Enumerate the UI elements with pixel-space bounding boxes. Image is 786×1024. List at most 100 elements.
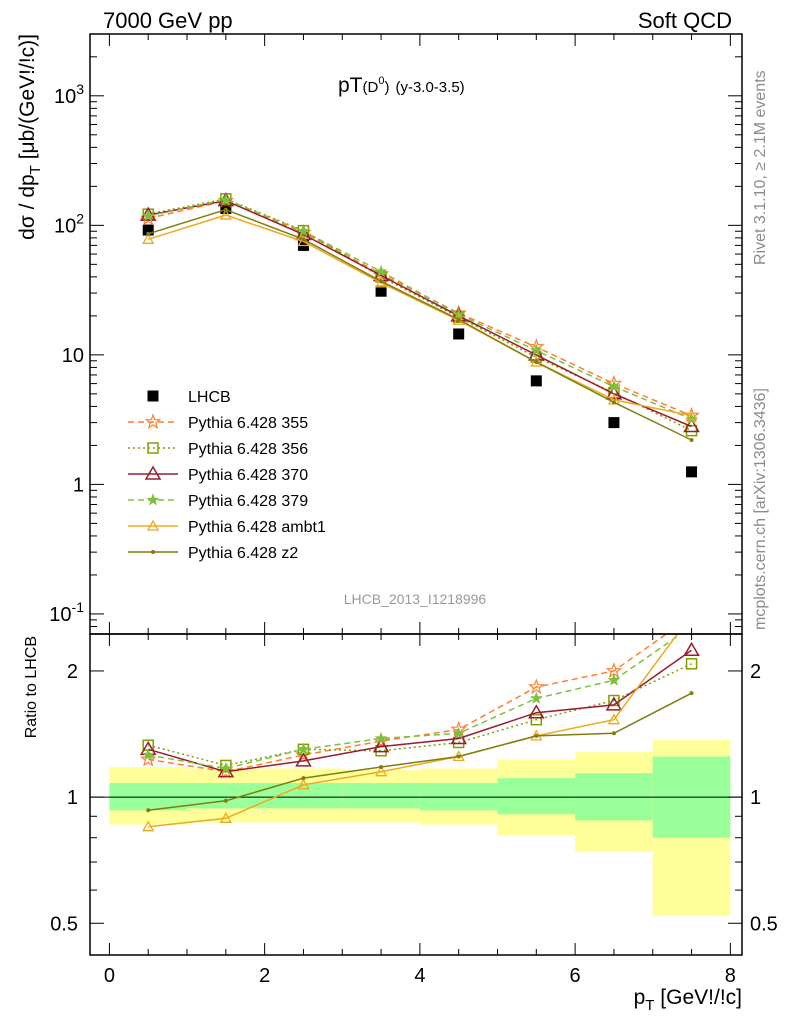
ratio-frame xyxy=(89,633,743,956)
data-point xyxy=(611,400,616,405)
main-frame xyxy=(89,33,743,635)
ratio-data-point xyxy=(605,696,623,711)
y-axis-label: dσ / dpT [μb/(GeV!/!c)] xyxy=(16,34,44,240)
series-line xyxy=(147,208,692,441)
legend-label: Pythia 6.428 356 xyxy=(188,441,308,458)
legend-label: Pythia 6.428 z2 xyxy=(188,545,298,562)
legend-item: Pythia 6.428 355 xyxy=(128,413,308,432)
ratio-data-point xyxy=(372,738,390,753)
ratio-y-tick-label: 2 xyxy=(67,661,78,683)
ratio-series-pythia-6-428-370 xyxy=(139,641,700,778)
series-pythia-6-428-z2 xyxy=(146,207,694,443)
data-point xyxy=(375,285,387,297)
ratio-data-point xyxy=(456,754,461,759)
ratio-data-point xyxy=(139,750,157,767)
ratio-series-line xyxy=(148,663,692,767)
legend-marker xyxy=(146,519,160,531)
legend-marker xyxy=(151,550,155,554)
ratio-series-group xyxy=(139,609,700,832)
ratio-data-point xyxy=(374,765,388,777)
axes: 0 2 4 6 8 10-1 1 10 102 103 0.5 0.5 1 1 2 2 dσ / dpT [μb… xyxy=(16,33,778,1014)
data-point xyxy=(530,375,542,387)
data-point xyxy=(219,192,233,205)
legend-item: Pythia 6.428 ambt1 xyxy=(128,519,326,536)
ratio-series-line xyxy=(148,634,668,773)
data-point xyxy=(685,424,698,437)
plot-title-main: pT xyxy=(338,74,363,97)
series-pythia-6-428-379 xyxy=(141,192,698,425)
legend-item: Pythia 6.428 z2 xyxy=(128,545,298,562)
series-line xyxy=(148,198,692,420)
data-point xyxy=(607,379,621,392)
ratio-data-point xyxy=(528,704,545,719)
ratio-data-point xyxy=(685,609,698,622)
ratio-data-point xyxy=(607,673,621,686)
x-tick-label: 2 xyxy=(259,965,270,987)
ratio-data-point xyxy=(683,641,700,657)
x-axis-label: pT [GeV!/!c] xyxy=(634,986,742,1014)
ratio-series-line xyxy=(147,649,692,773)
ratio-data-point xyxy=(685,658,698,670)
ratio-data-point xyxy=(528,678,545,695)
legend-marker xyxy=(144,413,162,430)
legend-marker xyxy=(146,493,160,506)
data-point xyxy=(379,279,384,284)
ratio-data-point xyxy=(142,820,155,832)
legend-label: Pythia 6.428 ambt1 xyxy=(188,519,326,536)
y-tick-label: 1 xyxy=(73,474,84,496)
plot-title-particle-close: ) xyxy=(384,79,389,96)
ratio-data-point xyxy=(297,778,310,790)
ratio-data-point xyxy=(297,742,310,755)
ratio-y-tick-label-right: 1 xyxy=(750,787,761,809)
ratio-series-line xyxy=(148,634,683,770)
ratio-y-tick-label: 1 xyxy=(67,787,78,809)
ratio-data-point xyxy=(141,748,155,761)
ratio-data-point xyxy=(374,731,388,744)
legend-item: Pythia 6.428 356 xyxy=(128,441,308,458)
ratio-data-point xyxy=(219,811,232,823)
data-point xyxy=(141,209,155,222)
legend-marker xyxy=(147,442,159,454)
ratio-series-line xyxy=(148,634,679,828)
data-point xyxy=(605,385,623,400)
ratio-data-point xyxy=(689,691,694,696)
data-point xyxy=(685,409,698,421)
legend-label: Pythia 6.428 379 xyxy=(188,493,308,510)
data-point xyxy=(374,264,388,278)
plot-title-range: (y-3.0-3.5) xyxy=(395,79,464,96)
ratio-y-axis-label: Ratio to LHCB xyxy=(23,636,40,738)
plot-title: pT(D0) (y-3.0-3.5) xyxy=(338,74,465,97)
data-point xyxy=(453,328,465,340)
energy-label: 7000 GeV pp xyxy=(103,8,233,33)
ratio-data-point xyxy=(223,798,228,803)
data-point xyxy=(219,208,232,220)
process-label: Soft QCD xyxy=(637,8,732,33)
data-point xyxy=(456,317,461,322)
ratio-data-point xyxy=(452,726,466,739)
legend-label: Pythia 6.428 370 xyxy=(188,467,308,484)
ratio-data-point xyxy=(611,731,616,736)
ratio-data-point xyxy=(379,764,384,769)
legend-item: LHCB xyxy=(147,389,231,406)
y-tick-label: 10-1 xyxy=(49,599,84,626)
data-point xyxy=(534,360,539,365)
legend: LHCB Pythia 6.428 355 Pythia 6.428 356 Pyth… xyxy=(128,389,326,562)
ratio-data-point xyxy=(295,752,312,767)
x-tick-label: 0 xyxy=(104,965,115,987)
ratio-uncertainty-bands xyxy=(90,739,742,917)
ratio-y-tick-label: 0.5 xyxy=(50,913,78,935)
ratio-data-point xyxy=(219,761,233,775)
x-tick-label: 8 xyxy=(725,965,736,987)
data-point xyxy=(297,224,310,237)
data-point xyxy=(608,417,620,429)
ratio-data-point xyxy=(607,713,621,725)
data-point xyxy=(689,438,694,443)
data-point xyxy=(530,343,543,357)
ratio-series-pythia-6-428-379 xyxy=(141,634,683,775)
data-point xyxy=(528,346,545,361)
plot-title-particle: (D xyxy=(363,79,379,96)
y-tick-label: 10 xyxy=(62,345,84,367)
ratio-y-tick-label-right: 2 xyxy=(750,661,761,683)
ratio-data-point xyxy=(146,808,151,813)
data-point xyxy=(452,313,465,325)
